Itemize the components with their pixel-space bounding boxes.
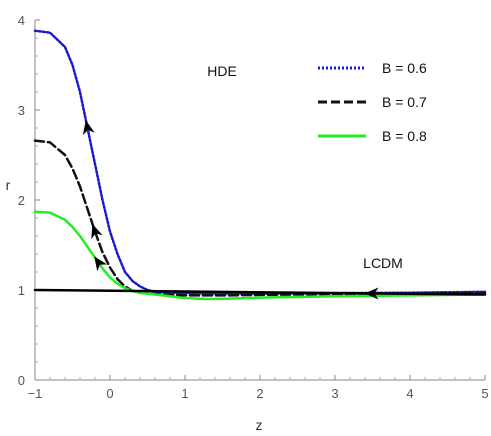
legend-label-b07: B = 0.7 <box>382 94 427 110</box>
y-tick-label: 2 <box>18 193 25 208</box>
annotation-lcdm: LCDM <box>363 255 403 271</box>
x-axis-label: z <box>256 417 263 433</box>
x-tick-label: 0 <box>106 386 113 401</box>
direction-arrow <box>94 256 108 272</box>
series-line-b-0-7 <box>33 139 487 297</box>
x-tick-label: 3 <box>331 386 338 401</box>
x-tick-label: 5 <box>481 386 488 401</box>
legend-label-b06: B = 0.6 <box>382 60 427 76</box>
y-tick-label: 0 <box>18 373 25 388</box>
direction-arrow <box>364 287 379 300</box>
y-tick-label: 1 <box>18 283 25 298</box>
annotation-hde: HDE <box>207 63 237 79</box>
series-line-lcdm <box>33 288 487 296</box>
x-tick-label: 1 <box>181 386 188 401</box>
x-tick-label: −1 <box>28 386 43 401</box>
series-lines <box>33 29 487 301</box>
direction-arrows <box>82 120 379 300</box>
x-tick-label: 2 <box>256 386 263 401</box>
legend-label-b08: B = 0.8 <box>382 128 427 144</box>
y-tick-label: 4 <box>18 13 25 28</box>
y-axis-label: r <box>6 177 11 193</box>
direction-arrow <box>82 120 95 136</box>
x-tick-label: 4 <box>406 386 413 401</box>
direction-arrow <box>91 223 103 240</box>
y-tick-label: 3 <box>18 103 25 118</box>
legend: B = 0.6 B = 0.7 B = 0.8 <box>318 60 427 144</box>
series-line-b-0-6 <box>33 29 487 295</box>
series-line-b-0-8 <box>33 210 487 301</box>
